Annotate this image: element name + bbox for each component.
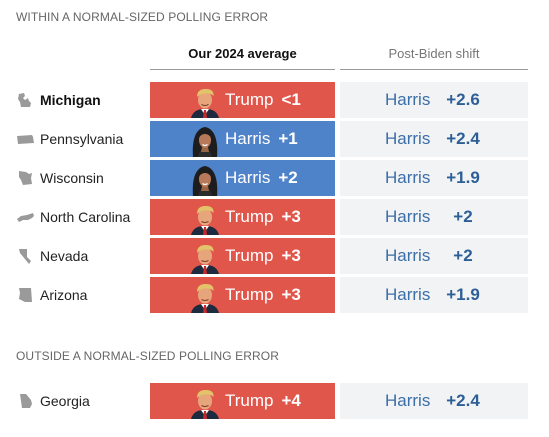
average-bar: Trump <1 [150,82,335,118]
leader-name: Trump [225,246,274,265]
average-bar: Trump +4 [150,383,335,419]
leader-margin: +2 [278,168,298,187]
table-row-arizona: Arizona Trump +3 Harris +1.9 [0,277,549,313]
shift-value: +2 [453,207,473,226]
shift-candidate: Harris [385,246,431,265]
average-bar: Trump +3 [150,277,335,313]
shift-value: +2.6 [446,90,480,109]
harris-portrait-icon [187,121,223,157]
shift-value: +2.4 [446,129,480,148]
table-row-georgia: Georgia Trump +4 Harris +2.4 [0,383,549,419]
table-row-wisconsin: Wisconsin Harris +2 Harris +1.9 [0,160,549,196]
shift-cell: Harris +2.4 [340,383,528,419]
table-row-pennsylvania: Pennsylvania Harris +1 Harris +2.4 [0,121,549,157]
shift-candidate: Harris [385,207,431,226]
column-rule-shift [340,69,528,70]
average-bar: Harris +2 [150,160,335,196]
column-header-shift: Post-Biden shift [388,46,480,61]
shift-candidate: Harris [385,90,431,109]
shift-candidate: Harris [385,129,431,148]
average-bar: Trump +3 [150,238,335,274]
shift-cell: Harris +1.9 [340,160,528,196]
leader-name: Trump [225,391,274,410]
state-name: Georgia [40,393,90,409]
shift-value: +2 [453,246,473,265]
shift-value: +1.9 [446,168,480,187]
trump-portrait-icon [187,199,223,235]
table-row-north-carolina: North Carolina Trump +3 Harris +2 [0,199,549,235]
shift-value: +2.4 [446,391,480,410]
leader-margin: +1 [278,129,298,148]
leader-margin: +3 [281,246,301,265]
leader-name: Trump [225,90,274,109]
michigan-icon [17,92,34,108]
section-label-within: WITHIN A NORMAL-SIZED POLLING ERROR [16,10,269,24]
column-rule-average [150,69,335,70]
wisconsin-icon [17,170,34,186]
leader-name: Harris [225,168,271,187]
georgia-icon [17,393,34,409]
state-name: Arizona [40,287,88,303]
table-row-michigan: Michigan Trump <1 Harris +2.6 [0,82,549,118]
shift-cell: Harris +1.9 [340,277,528,313]
shift-candidate: Harris [385,285,431,304]
shift-cell: Harris +2 [340,238,528,274]
state-name: Michigan [40,92,101,108]
leader-name: Trump [225,207,274,226]
average-bar: Trump +3 [150,199,335,235]
shift-cell: Harris +2.4 [340,121,528,157]
trump-portrait-icon [187,82,223,118]
leader-name: Trump [225,285,274,304]
state-name: North Carolina [40,209,131,225]
shift-candidate: Harris [385,168,431,187]
column-header-average: Our 2024 average [188,46,297,61]
trump-portrait-icon [187,238,223,274]
arizona-icon [17,287,34,303]
leader-margin: +3 [281,285,301,304]
nevada-icon [17,248,34,264]
leader-margin: <1 [281,90,301,109]
average-bar: Harris +1 [150,121,335,157]
north-carolina-icon [17,209,34,225]
section-label-outside: OUTSIDE A NORMAL-SIZED POLLING ERROR [16,349,279,363]
shift-cell: Harris +2 [340,199,528,235]
pennsylvania-icon [17,131,34,147]
table-row-nevada: Nevada Trump +3 Harris +2 [0,238,549,274]
state-name: Nevada [40,248,89,264]
state-name: Wisconsin [40,170,104,186]
harris-portrait-icon [187,160,223,196]
shift-candidate: Harris [385,391,431,410]
leader-name: Harris [225,129,271,148]
leader-margin: +3 [281,207,301,226]
shift-value: +1.9 [446,285,480,304]
shift-cell: Harris +2.6 [340,82,528,118]
state-name: Pennsylvania [40,131,124,147]
trump-portrait-icon [187,277,223,313]
trump-portrait-icon [187,383,223,419]
leader-margin: +4 [281,391,301,410]
